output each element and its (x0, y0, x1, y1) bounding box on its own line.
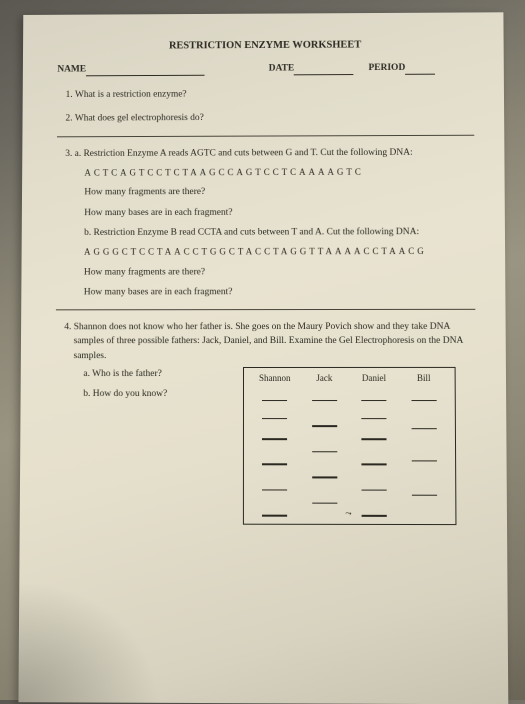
q3: a. Restriction Enzyme A reads AGTC and c… (74, 145, 475, 299)
worksheet-title: RESTRICTION ENZYME WORKSHEET (57, 37, 473, 55)
q4a: a. Who is the father? (83, 367, 223, 381)
gel-header: Shannon Jack Daniel Bill (244, 368, 455, 392)
gel-band (262, 400, 287, 402)
gel-band (362, 400, 387, 402)
gel-band (411, 400, 436, 402)
lane-shannon (250, 390, 300, 518)
worksheet-paper: RESTRICTION ENZYME WORKSHEET NAME DATE P… (18, 12, 508, 704)
gel-band (312, 451, 337, 453)
date-blank[interactable] (294, 64, 354, 75)
gel-col-bill: Bill (399, 372, 449, 386)
period-label: PERIOD (368, 63, 405, 73)
gel-band (262, 515, 287, 517)
gel-electrophoresis-box: Shannon Jack Daniel Bill ⤳ (243, 367, 457, 525)
gel-band (362, 464, 387, 466)
gel-col-shannon: Shannon (250, 372, 300, 386)
name-blank[interactable] (86, 65, 205, 76)
gel-band (262, 489, 287, 491)
gel-band (312, 502, 337, 504)
gel-band (412, 460, 437, 462)
gel-lanes (250, 390, 449, 518)
gel-col-daniel: Daniel (349, 372, 399, 386)
lane-daniel (349, 390, 399, 518)
q1: What is a restriction enzyme? (75, 86, 474, 102)
q4: Shannon does not know who her father is.… (73, 320, 477, 525)
question-4: Shannon does not know who her father is.… (55, 320, 477, 525)
q2: What does gel electrophoresis do? (75, 110, 474, 126)
gel-band (262, 464, 287, 466)
period-blank[interactable] (405, 64, 435, 75)
gel-col-jack: Jack (300, 372, 350, 386)
name-label: NAME (57, 64, 86, 74)
gel-band (262, 418, 287, 420)
q3b-frag: How many fragments are there? (84, 264, 475, 279)
header-line: NAME DATE PERIOD (57, 60, 474, 76)
question-3: a. Restriction Enzyme A reads AGTC and c… (56, 145, 475, 299)
gel-band (312, 400, 337, 402)
q4b: b. How do you know? (83, 387, 223, 401)
questions-1-2: What is a restriction enzyme? What does … (57, 86, 474, 126)
date-label: DATE (269, 63, 295, 73)
q3b-intro: b. Restriction Enzyme B read CCTA and cu… (84, 225, 475, 240)
lane-jack (300, 390, 350, 518)
divider-1 (57, 134, 474, 137)
gel-band (412, 495, 437, 497)
gel-band (362, 418, 387, 420)
gel-band (262, 438, 287, 440)
q3a-dna: ACTCAGTCCTCTAAGCCAGTCCTCAAAAGTC (84, 165, 474, 180)
q4-intro: Shannon does not know who her father is.… (74, 322, 463, 361)
q3a-bases: How many bases are in each fragment? (84, 205, 475, 220)
gel-band (362, 489, 387, 491)
q3a-frag: How many fragments are there? (84, 185, 474, 200)
gel-band (312, 425, 337, 427)
q3a-intro: a. Restriction Enzyme A reads AGTC and c… (75, 145, 475, 160)
gel-band (362, 515, 387, 517)
gel-band (411, 428, 436, 430)
gel-band (312, 477, 337, 479)
gel-bottom-mark: ⤳ (345, 507, 351, 519)
lane-bill (399, 390, 449, 518)
q3b-dna: AGGGCTCCTAACCTGGCTACCTAGGTTAAAACCTAACG (84, 245, 475, 259)
q3b-bases: How many bases are in each fragment? (84, 285, 475, 300)
gel-band (362, 438, 387, 440)
divider-2 (56, 309, 475, 311)
photo-shadow (18, 581, 159, 703)
